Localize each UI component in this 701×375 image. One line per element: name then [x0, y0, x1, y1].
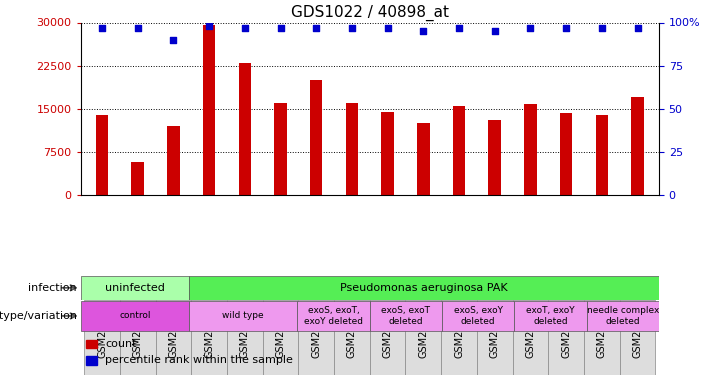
Text: control: control [119, 311, 151, 320]
Bar [512, 300, 548, 375]
Point [203, 23, 215, 29]
Bar [227, 300, 263, 375]
Bar [203, 26, 215, 195]
Point [311, 25, 322, 31]
Point [382, 25, 393, 31]
Bar [453, 106, 465, 195]
Bar [417, 123, 430, 195]
Text: exoS, exoT,
exoY deleted: exoS, exoT, exoY deleted [304, 306, 363, 326]
Text: uninfected: uninfected [105, 283, 165, 293]
Text: wild type: wild type [222, 311, 264, 320]
Point [346, 25, 358, 31]
Text: GSM24792: GSM24792 [597, 305, 607, 358]
Point [132, 25, 143, 31]
Point [525, 25, 536, 31]
Text: infection: infection [29, 283, 77, 293]
Bar [587, 301, 659, 331]
Point [168, 37, 179, 43]
Bar [515, 301, 587, 331]
Bar [81, 276, 189, 300]
Point [561, 25, 572, 31]
Bar [84, 300, 120, 375]
Bar [524, 104, 537, 195]
Text: GSM24744: GSM24744 [240, 305, 250, 358]
Bar [584, 300, 620, 375]
Text: GSM24784: GSM24784 [311, 305, 321, 358]
Bar [189, 276, 659, 300]
Point [454, 25, 465, 31]
Bar [441, 300, 477, 375]
Bar [132, 162, 144, 195]
Bar [86, 356, 97, 364]
Bar [370, 301, 442, 331]
Bar [297, 301, 370, 331]
Bar [346, 103, 358, 195]
Text: Pseudomonas aeruginosa PAK: Pseudomonas aeruginosa PAK [340, 283, 508, 293]
Text: percentile rank within the sample: percentile rank within the sample [105, 356, 293, 365]
Bar [191, 300, 227, 375]
Text: GSM24789: GSM24789 [490, 305, 500, 358]
Bar [238, 63, 251, 195]
Bar [489, 120, 501, 195]
Bar [548, 300, 584, 375]
Bar [156, 300, 191, 375]
Point [597, 25, 608, 31]
Bar [299, 300, 334, 375]
Bar [120, 300, 156, 375]
Bar [310, 80, 322, 195]
Bar [370, 300, 405, 375]
Bar [167, 126, 179, 195]
Bar [86, 340, 97, 348]
Point [275, 25, 286, 31]
Text: GSM24745: GSM24745 [275, 305, 285, 358]
Text: GSM24743: GSM24743 [204, 305, 214, 358]
Text: GSM24790: GSM24790 [526, 305, 536, 358]
Bar [263, 300, 299, 375]
Text: genotype/variation: genotype/variation [0, 311, 77, 321]
Text: GSM24741: GSM24741 [132, 305, 143, 358]
Text: count: count [105, 339, 137, 349]
Bar [189, 301, 297, 331]
Bar [560, 113, 573, 195]
Bar [596, 114, 608, 195]
Bar [632, 97, 644, 195]
Bar [405, 300, 441, 375]
Point [239, 25, 250, 31]
Bar [381, 112, 394, 195]
Title: GDS1022 / 40898_at: GDS1022 / 40898_at [291, 5, 449, 21]
Point [489, 28, 501, 34]
Bar [334, 300, 370, 375]
Text: GSM24786: GSM24786 [383, 305, 393, 358]
Point [632, 25, 643, 31]
Bar [477, 300, 512, 375]
Bar [96, 114, 108, 195]
Text: GSM24793: GSM24793 [632, 305, 643, 358]
Bar [274, 103, 287, 195]
Text: GSM24785: GSM24785 [347, 305, 357, 358]
Bar [81, 301, 189, 331]
Text: exoT, exoY
deleted: exoT, exoY deleted [526, 306, 575, 326]
Text: GSM24742: GSM24742 [168, 305, 179, 358]
Text: needle complex
deleted: needle complex deleted [587, 306, 659, 326]
Text: GSM24787: GSM24787 [418, 305, 428, 358]
Bar [620, 300, 655, 375]
Point [97, 25, 108, 31]
Text: exoS, exoT
deleted: exoS, exoT deleted [381, 306, 430, 326]
Point [418, 28, 429, 34]
Text: exoS, exoY
deleted: exoS, exoY deleted [454, 306, 503, 326]
Text: GSM24788: GSM24788 [454, 305, 464, 358]
Text: GSM24740: GSM24740 [97, 305, 107, 358]
Text: GSM24791: GSM24791 [561, 305, 571, 358]
Bar [442, 301, 515, 331]
